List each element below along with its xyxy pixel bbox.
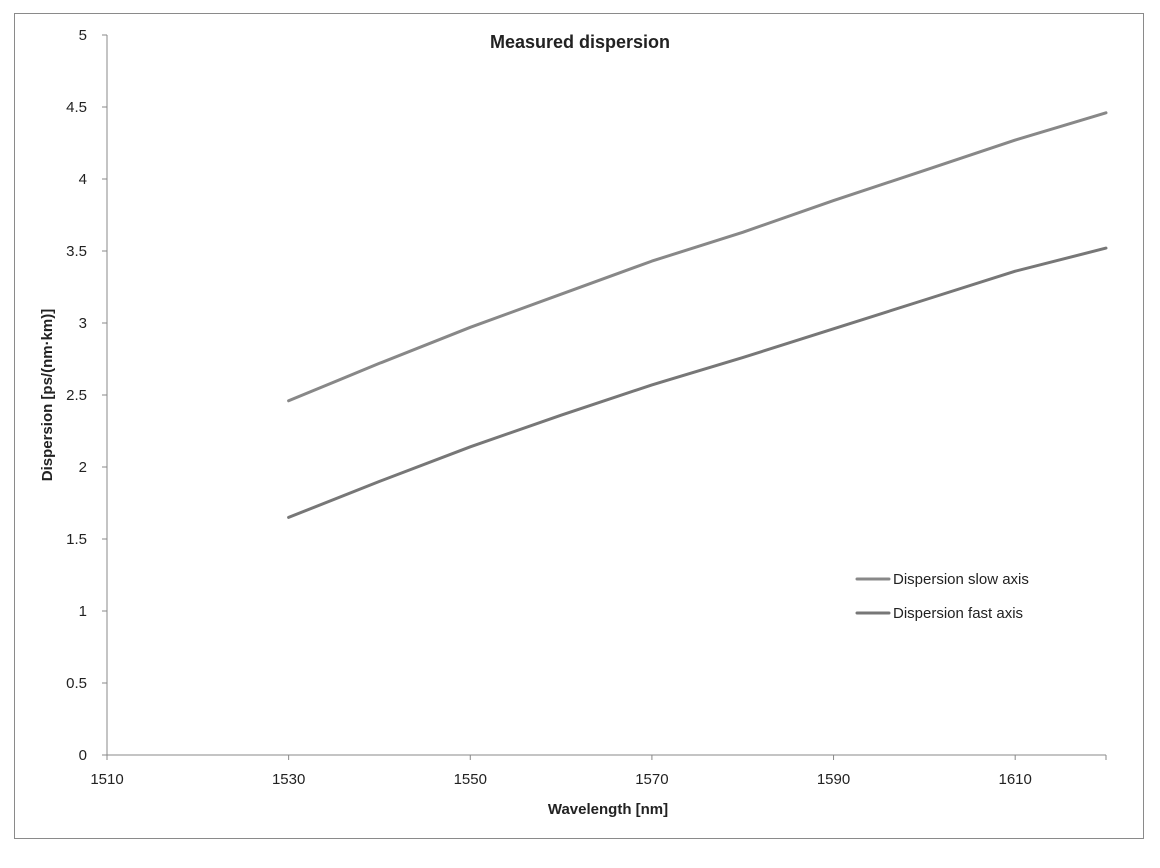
series-line-slow-axis (287, 111, 1108, 403)
y-tick-label: 5 (79, 27, 87, 44)
y-tick-label: 2 (79, 459, 87, 476)
y-tick-label: 1.5 (66, 531, 87, 548)
y-tick-label: 0 (79, 747, 87, 764)
x-tick-label: 1610 (998, 771, 1031, 788)
chart-frame (14, 13, 1144, 839)
y-axis-title: Dispersion [ps/(nm·km)] (39, 309, 56, 482)
x-tick-label: 1510 (90, 771, 123, 788)
y-tick-label: 0.5 (66, 675, 87, 692)
axes (106, 35, 1106, 756)
y-tick-label: 4 (79, 171, 87, 188)
y-tick-label: 4.5 (66, 99, 87, 116)
y-tick-label: 2.5 (66, 387, 87, 404)
series-line-fast-axis (287, 246, 1108, 519)
y-tick-label: 3 (79, 315, 87, 332)
x-tick-label: 1550 (454, 771, 487, 788)
x-ticks: 1510 1530 1550 1570 1590 1610 (90, 755, 1107, 788)
legend: Dispersion slow axis Dispersion fast axi… (855, 571, 1029, 622)
legend-label-slow-axis: Dispersion slow axis (893, 571, 1029, 588)
x-axis-title: Wavelength [nm] (548, 801, 668, 818)
x-tick-label: 1570 (635, 771, 668, 788)
legend-label-fast-axis: Dispersion fast axis (893, 605, 1023, 622)
y-ticks: 0 0.5 1 1.5 2 2.5 3 3.5 4 4.5 5 (66, 27, 107, 764)
chart-title: Measured dispersion (490, 32, 670, 52)
y-tick-label: 3.5 (66, 243, 87, 260)
series-lines (287, 111, 1108, 519)
y-tick-label: 1 (79, 603, 87, 620)
x-tick-label: 1590 (817, 771, 850, 788)
x-tick-label: 1530 (272, 771, 305, 788)
